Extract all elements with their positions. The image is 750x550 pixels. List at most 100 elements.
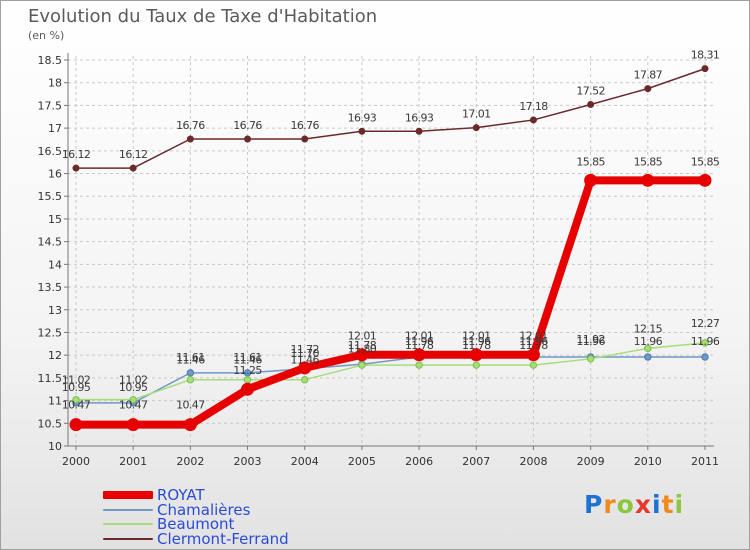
data-label-clermont-ferrand: 16.76: [176, 119, 205, 132]
legend-label-royat: ROYAT: [157, 486, 205, 504]
data-label-royat: 15.85: [634, 155, 663, 168]
data-point-clermont-ferrand: [129, 164, 137, 172]
data-point-beaumont: [186, 375, 195, 384]
data-label-royat: 10.47: [119, 399, 148, 412]
x-tick-label: 2004: [291, 455, 319, 468]
data-point-chamalieres: [701, 353, 709, 361]
data-point-clermont-ferrand: [301, 135, 309, 143]
legend-label-beaumont: Beaumont: [157, 515, 235, 533]
legend-swatch-chamalieres: [103, 509, 153, 511]
data-label-chamalieres: 11.61: [176, 351, 205, 364]
y-tick-label: 18.5: [38, 54, 63, 67]
data-point-clermont-ferrand: [186, 135, 194, 143]
x-tick-label: 2008: [519, 455, 547, 468]
data-label-chamalieres: 10.95: [119, 381, 148, 394]
data-point-clermont-ferrand: [529, 116, 537, 124]
data-point-beaumont: [529, 361, 538, 369]
data-point-beaumont: [243, 375, 252, 384]
data-label-beaumont: 11.78: [348, 339, 377, 352]
y-tick-label: 17: [48, 122, 62, 135]
legend-item-beaumont: Beaumont: [103, 515, 235, 533]
x-tick-label: 2006: [405, 455, 433, 468]
chart-unit: (en %): [28, 29, 65, 42]
x-tick-label: 2009: [577, 455, 605, 468]
data-point-royat: [126, 418, 140, 432]
data-label-royat: 10.47: [62, 399, 91, 412]
legend-item-chamalieres: Chamalières: [103, 501, 250, 519]
y-tick-label: 12.5: [38, 326, 63, 339]
y-tick-label: 15.5: [38, 190, 63, 203]
data-label-clermont-ferrand: 18.31: [691, 49, 720, 62]
data-point-chamalieres: [186, 369, 195, 377]
data-label-clermont-ferrand: 16.76: [290, 119, 319, 132]
x-tick-label: 2000: [62, 455, 90, 468]
data-point-clermont-ferrand: [644, 85, 652, 93]
legend-swatch-beaumont: [103, 523, 153, 525]
data-label-chamalieres: 10.95: [62, 381, 91, 394]
data-label-chamalieres: 11.96: [405, 335, 434, 348]
data-label-clermont-ferrand: 17.52: [576, 85, 605, 98]
legend-swatch-royat: [103, 491, 153, 499]
data-point-beaumont: [701, 339, 709, 347]
data-label-beaumont: 11.02: [119, 374, 148, 387]
data-point-beaumont: [72, 395, 80, 404]
data-point-royat: [584, 173, 598, 187]
data-point-royat: [412, 348, 426, 362]
data-point-clermont-ferrand: [701, 65, 709, 73]
y-tick-label: 17.5: [38, 99, 63, 112]
legend-label-clermont-ferrand: Clermont-Ferrand: [157, 530, 289, 548]
y-tick-label: 11: [48, 395, 62, 408]
series-line-chamalieres: [75, 356, 706, 404]
data-point-clermont-ferrand: [358, 127, 366, 135]
logo-letter: i: [652, 490, 662, 519]
series-line-clermont-ferrand: [75, 67, 706, 169]
data-point-beaumont: [472, 361, 480, 369]
data-point-royat: [641, 173, 655, 187]
series-line-royat: [72, 176, 709, 429]
x-tick-label: 2001: [119, 455, 147, 468]
y-tick-label: 16: [48, 168, 62, 181]
data-point-beaumont: [644, 344, 652, 353]
x-tick-label: 2010: [634, 455, 662, 468]
data-label-clermont-ferrand: 16.93: [348, 111, 377, 124]
data-point-beaumont: [129, 395, 137, 404]
y-tick-label: 11.5: [38, 372, 63, 385]
data-label-beaumont: 11.46: [233, 354, 262, 367]
data-point-royat: [298, 361, 312, 375]
data-label-royat: 12.01: [348, 330, 377, 343]
data-label-chamalieres: 11.96: [691, 335, 720, 348]
series-line-beaumont: [75, 342, 706, 401]
data-label-clermont-ferrand: 17.87: [634, 69, 663, 82]
y-tick-label: 10.5: [38, 417, 63, 430]
y-tick-label: 12: [48, 349, 62, 362]
data-label-royat: 11.72: [290, 343, 319, 356]
data-label-chamalieres: 11.96: [462, 335, 491, 348]
logo-letter: t: [661, 490, 675, 519]
x-tick-label: 2003: [234, 455, 262, 468]
data-label-royat: 11.25: [233, 364, 262, 377]
data-point-beaumont: [301, 375, 309, 384]
data-point-royat: [526, 348, 540, 362]
data-label-royat: 12.01: [462, 330, 491, 343]
data-point-royat: [69, 418, 83, 432]
data-label-beaumont: 11.46: [290, 354, 319, 367]
data-label-chamalieres: 11.80: [348, 342, 377, 355]
data-label-beaumont: 11.78: [462, 339, 491, 352]
y-tick-label: 14: [48, 258, 62, 271]
data-label-clermont-ferrand: 17.18: [519, 100, 548, 113]
data-label-chamalieres: 11.96: [634, 335, 663, 348]
legend-item-clermont-ferrand: Clermont-Ferrand: [103, 530, 289, 548]
logo-letter: r: [603, 490, 617, 519]
data-point-beaumont: [358, 361, 366, 369]
data-point-royat: [355, 348, 369, 362]
data-label-beaumont: 11.02: [62, 374, 91, 387]
data-point-royat: [469, 348, 483, 362]
data-point-clermont-ferrand: [472, 124, 480, 132]
data-point-royat: [698, 173, 712, 187]
data-label-clermont-ferrand: 16.12: [62, 148, 91, 161]
x-tick-label: 2007: [462, 455, 490, 468]
data-label-chamalieres: 11.61: [233, 351, 262, 364]
data-point-royat: [183, 418, 197, 432]
y-tick-label: 15: [48, 213, 62, 226]
